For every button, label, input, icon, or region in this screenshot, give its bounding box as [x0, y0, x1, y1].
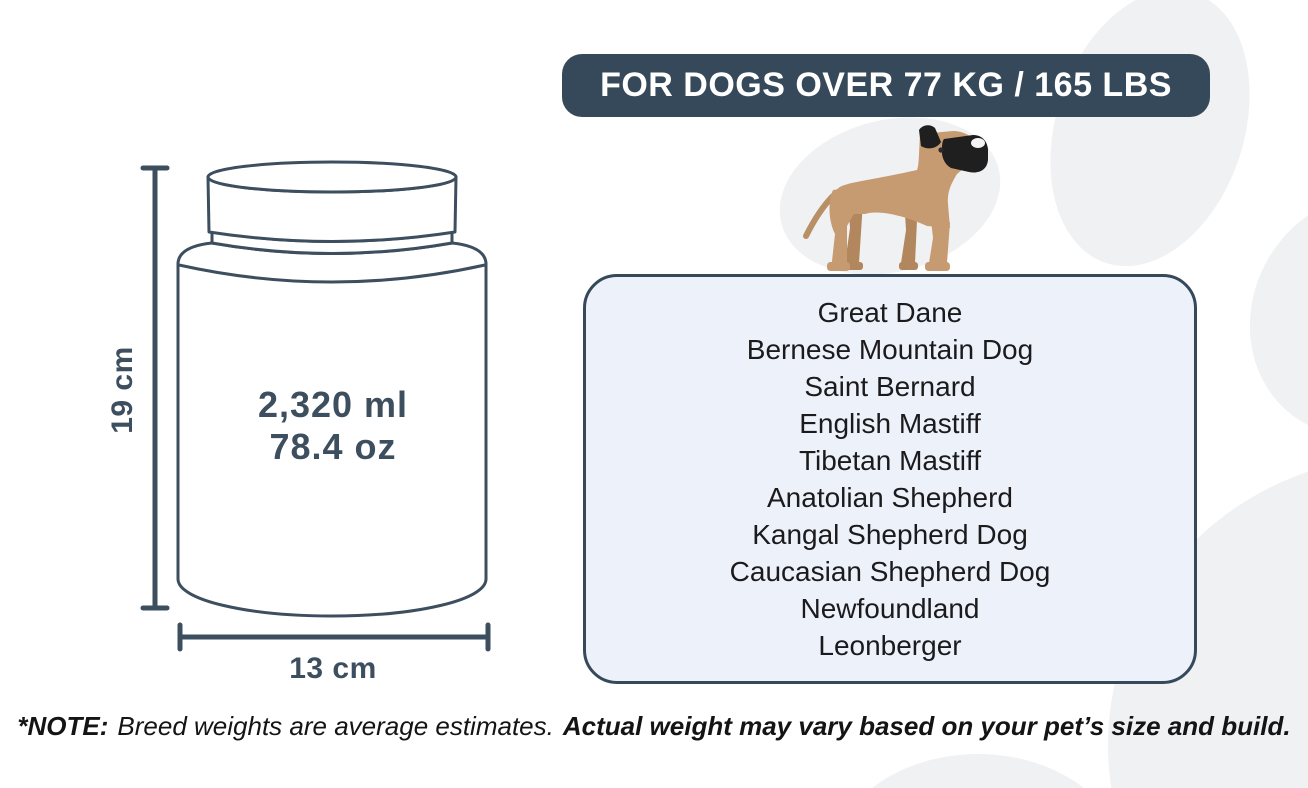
breed-item: Caucasian Shepherd Dog	[729, 556, 1051, 587]
breed-item: Bernese Mountain Dog	[746, 334, 1034, 365]
jar-shoulder-rim	[178, 263, 486, 284]
paw-toe-shape	[1050, 0, 1250, 267]
breed-item: Leonberger	[818, 630, 962, 661]
volume-ml-label: 2,320 ml	[257, 384, 409, 425]
breed-item: Great Dane	[817, 297, 963, 328]
breed-item: Kangal Shepherd Dog	[752, 519, 1028, 550]
container-figure: 2,320 ml 78.4 oz 19 cm 13 cm	[95, 155, 515, 695]
paw-pad-shape	[1108, 471, 1308, 788]
weight-range-label: FOR DOGS OVER 77 KG / 165 LBS	[600, 66, 1172, 104]
breed-item: Saint Bernard	[804, 371, 976, 402]
breed-item: Tibetan Mastiff	[798, 445, 982, 476]
jar-lid-top	[206, 160, 458, 194]
width-dimension-line	[177, 622, 491, 652]
jar-illustration	[140, 160, 491, 652]
paw-pad-shape	[872, 754, 1084, 788]
height-label: 19 cm	[106, 346, 139, 434]
footnote: *NOTE: Breed weights are average estimat…	[0, 708, 1308, 744]
width-label: 13 cm	[289, 652, 377, 685]
breed-list-box: Great Dane Bernese Mountain Dog Saint Bern…	[583, 274, 1197, 684]
paw-toe-shape	[1249, 193, 1308, 437]
height-dimension-line	[140, 165, 170, 611]
great-dane-icon	[803, 125, 988, 271]
breed-item: English Mastiff	[799, 408, 981, 439]
breed-item: Anatolian Shepherd	[767, 482, 1013, 513]
volume-oz-label: 78.4 oz	[269, 426, 397, 467]
footnote-prefix: *NOTE:	[17, 711, 109, 741]
footnote-emphasis: Actual weight may vary based on your pet…	[562, 711, 1291, 741]
weight-range-banner: FOR DOGS OVER 77 KG / 165 LBS	[562, 54, 1210, 117]
footnote-body: Breed weights are average estimates.	[117, 711, 554, 741]
breed-list: Great Dane Bernese Mountain Dog Saint Bern…	[730, 294, 1051, 664]
breed-item: Newfoundland	[800, 593, 980, 624]
